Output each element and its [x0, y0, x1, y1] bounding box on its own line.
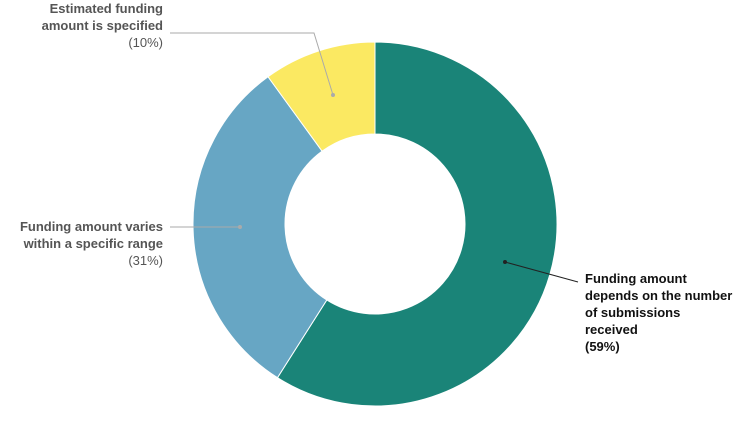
value-label: (31%) — [128, 253, 163, 268]
leader-line — [504, 261, 579, 283]
value-label: (59%) — [585, 339, 620, 354]
slice-label: Funding amount varies within a specific … — [3, 218, 163, 269]
slice — [192, 76, 328, 379]
category-label: Estimated funding amount is specified — [41, 1, 163, 33]
slice — [276, 41, 558, 407]
leader-dot — [331, 93, 335, 97]
slice-label: Funding amount depends on the number of … — [585, 270, 733, 355]
slice-label: Estimated funding amount is specified (1… — [23, 0, 163, 51]
leader-dot — [503, 260, 507, 264]
value-label: (10%) — [128, 35, 163, 50]
leader-line — [170, 32, 334, 96]
category-label: Funding amount depends on the number of … — [585, 271, 733, 337]
leader-dot — [238, 225, 242, 229]
slice — [267, 41, 376, 152]
category-label: Funding amount varies within a specific … — [19, 219, 163, 251]
